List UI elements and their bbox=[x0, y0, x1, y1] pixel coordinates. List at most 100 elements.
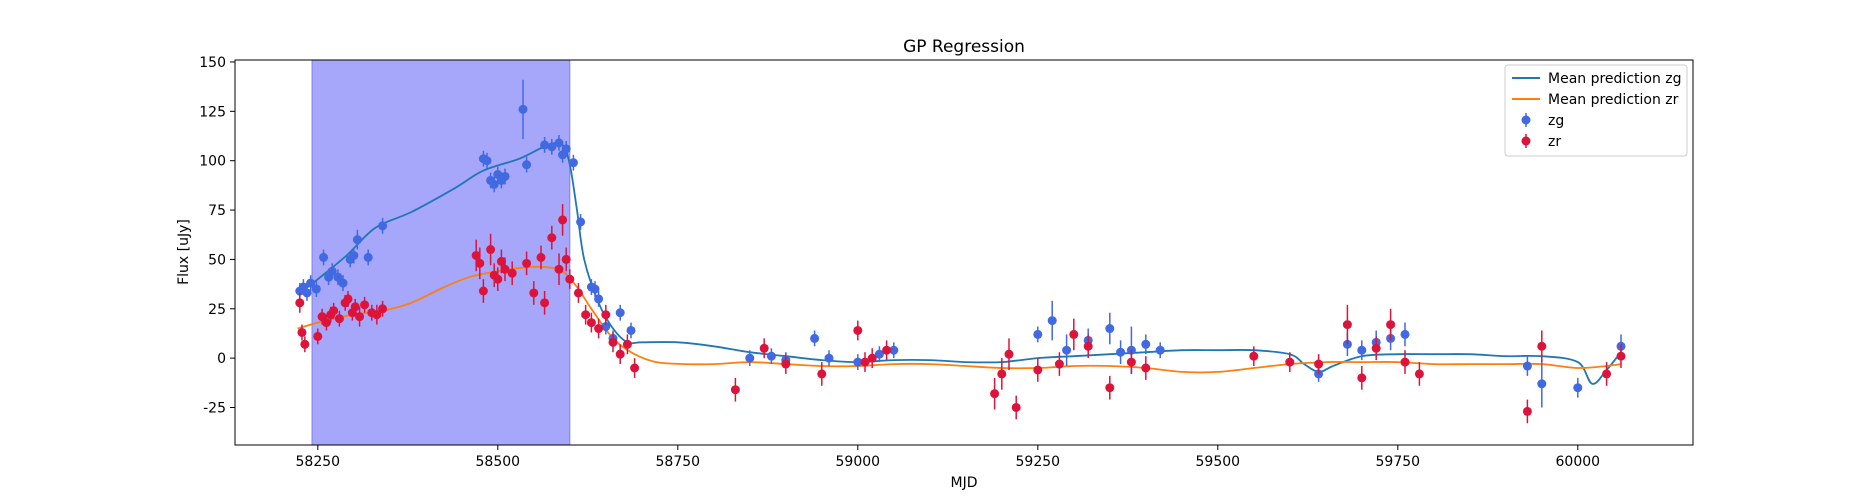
legend: Mean prediction zg Mean prediction zr zg… bbox=[1504, 64, 1688, 157]
prediction-line-zr bbox=[297, 265, 1622, 374]
data-point-zg bbox=[1573, 383, 1583, 393]
data-point-zr bbox=[486, 245, 496, 255]
y-tick-label: 75 bbox=[208, 203, 226, 219]
data-point-zg bbox=[594, 294, 604, 304]
data-point-zr bbox=[334, 314, 344, 324]
x-tick-label: 59500 bbox=[1196, 454, 1241, 470]
data-point-zr bbox=[1314, 359, 1324, 369]
data-point-zr bbox=[817, 369, 827, 379]
data-point-zg bbox=[338, 278, 348, 288]
data-point-zr bbox=[1105, 383, 1115, 393]
data-point-zr bbox=[1285, 357, 1295, 367]
data-point-zr bbox=[1126, 357, 1136, 367]
y-tick-label: 50 bbox=[208, 252, 226, 268]
data-point-zr bbox=[561, 254, 571, 264]
data-point-zr bbox=[496, 256, 506, 266]
data-point-zr bbox=[343, 294, 353, 304]
data-point-zg bbox=[561, 144, 571, 154]
data-point-zr bbox=[522, 258, 532, 268]
data-point-zr bbox=[529, 288, 539, 298]
data-point-zg bbox=[1537, 379, 1547, 389]
legend-label-zg-line: Mean prediction zg bbox=[1548, 71, 1682, 87]
data-point-zr bbox=[1537, 341, 1547, 351]
data-point-zr bbox=[1004, 349, 1014, 359]
data-point-zr bbox=[622, 339, 632, 349]
legend-swatch-zg-marker bbox=[1521, 115, 1531, 125]
data-point-zr bbox=[1249, 351, 1259, 361]
data-point-zg bbox=[522, 160, 532, 170]
data-point-zg bbox=[1522, 361, 1532, 371]
legend-frame bbox=[1504, 64, 1688, 157]
data-point-zr bbox=[321, 318, 331, 328]
data-point-zg bbox=[327, 266, 337, 276]
data-point-zr bbox=[536, 252, 546, 262]
plot-frame bbox=[234, 59, 1694, 446]
data-point-zg bbox=[518, 104, 528, 114]
data-point-zr bbox=[759, 343, 769, 353]
data-point-zr bbox=[581, 310, 591, 320]
data-point-zr bbox=[997, 369, 1007, 379]
x-tick-label: 58500 bbox=[476, 454, 521, 470]
data-point-zg bbox=[568, 158, 578, 168]
data-point-zr bbox=[350, 302, 360, 312]
data-point-zr bbox=[1069, 329, 1079, 339]
data-point-zr bbox=[493, 274, 503, 284]
chart-title: GP Regression bbox=[903, 37, 1025, 57]
data-point-zr bbox=[507, 268, 517, 278]
plot-area bbox=[234, 59, 1694, 446]
data-point-zg bbox=[319, 252, 329, 262]
data-point-zg bbox=[1141, 339, 1151, 349]
data-point-zg bbox=[349, 250, 359, 260]
data-point-zr bbox=[1371, 343, 1381, 353]
x-tick-label: 58250 bbox=[296, 454, 341, 470]
legend-label-zg: zg bbox=[1548, 113, 1564, 129]
data-point-zr bbox=[1011, 402, 1021, 412]
data-point-zg bbox=[302, 288, 312, 298]
data-point-zr bbox=[360, 300, 370, 310]
data-point-zr bbox=[471, 250, 481, 260]
y-tick-label: -25 bbox=[203, 400, 226, 416]
data-point-zg bbox=[482, 156, 492, 166]
x-tick-label: 58750 bbox=[656, 454, 701, 470]
data-point-zr bbox=[372, 310, 382, 320]
y-tick-label: 25 bbox=[208, 302, 226, 318]
data-point-zr bbox=[313, 331, 323, 341]
data-point-zr bbox=[297, 327, 307, 337]
data-point-zr bbox=[295, 298, 305, 308]
data-point-zg bbox=[576, 217, 586, 227]
data-point-zg bbox=[1155, 345, 1165, 355]
y-tick-label: 125 bbox=[199, 104, 226, 120]
data-point-zr bbox=[478, 286, 488, 296]
data-point-zg bbox=[626, 325, 636, 335]
data-point-zg bbox=[554, 138, 564, 148]
data-point-zr bbox=[601, 310, 611, 320]
data-point-zr bbox=[1357, 373, 1367, 383]
observation-point-layer bbox=[295, 79, 1626, 424]
data-point-zr bbox=[882, 345, 892, 355]
data-point-zg bbox=[601, 322, 611, 332]
data-point-zg bbox=[853, 357, 863, 367]
series-zr bbox=[295, 204, 1626, 424]
data-point-zr bbox=[1054, 359, 1064, 369]
data-point-zr bbox=[1386, 320, 1396, 330]
data-point-zg bbox=[1062, 345, 1072, 355]
data-point-zg bbox=[500, 171, 510, 181]
data-point-zr bbox=[730, 385, 740, 395]
data-point-zr bbox=[500, 264, 510, 274]
data-point-zg bbox=[306, 278, 316, 288]
data-point-zr bbox=[300, 339, 310, 349]
x-tick-label: 59000 bbox=[836, 454, 881, 470]
data-point-zr bbox=[558, 215, 568, 225]
data-point-zr bbox=[1033, 365, 1043, 375]
data-point-zr bbox=[1083, 341, 1093, 351]
data-point-zr bbox=[1400, 357, 1410, 367]
data-point-zr bbox=[547, 233, 557, 243]
data-point-zr bbox=[329, 306, 339, 316]
data-point-zr bbox=[615, 349, 625, 359]
data-point-zg bbox=[824, 353, 834, 363]
data-point-zr bbox=[594, 324, 604, 334]
data-point-zr bbox=[867, 353, 877, 363]
x-tick-label: 59250 bbox=[1016, 454, 1061, 470]
x-axis-label: MJD bbox=[951, 475, 978, 491]
